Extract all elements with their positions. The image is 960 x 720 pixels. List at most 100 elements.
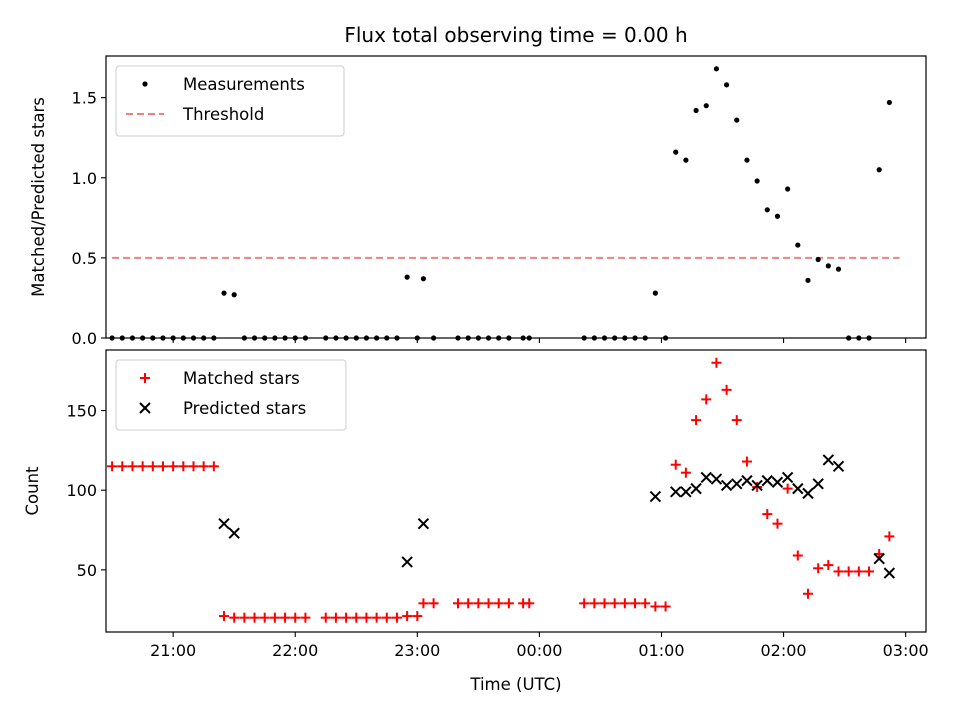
measurement-point	[272, 335, 278, 341]
measurement-point	[485, 335, 492, 341]
measurement-point	[774, 213, 781, 219]
matched-star-point	[589, 598, 600, 609]
matched-star-point	[823, 560, 834, 571]
predicted-star-point	[741, 474, 753, 487]
matched-star-point	[752, 482, 763, 493]
y-tick-label: 150	[66, 402, 97, 421]
measurement-point	[612, 335, 618, 341]
predicted-star-point	[670, 486, 682, 498]
predicted-star-point	[832, 460, 845, 473]
matched-star-point	[290, 612, 301, 623]
measurement-point	[343, 335, 349, 341]
predicted-star-point	[781, 471, 794, 484]
measurement-point	[703, 103, 709, 109]
matched-star-point	[691, 415, 702, 426]
measurement-point	[601, 335, 608, 341]
measurement-point	[632, 335, 638, 341]
matched-star-point	[188, 461, 199, 472]
measurement-point	[673, 149, 679, 155]
x-tick-label: 01:00	[638, 641, 684, 660]
matched-star-point	[219, 611, 230, 622]
matched-star-point	[402, 611, 413, 622]
matched-star-point	[229, 612, 240, 623]
matched-star-point	[619, 598, 630, 609]
axes-frame	[105, 349, 927, 633]
matched-star-point	[884, 531, 895, 542]
measurement-point	[160, 335, 166, 341]
measurement-point	[129, 335, 136, 341]
measurement-point	[496, 335, 502, 341]
measurement-point	[815, 256, 821, 263]
matched-star-point	[579, 598, 590, 609]
measurement-point	[835, 266, 842, 272]
y-tick-label: 1.0	[72, 169, 97, 188]
measurement-point	[282, 335, 288, 341]
measurement-point	[394, 335, 400, 341]
matched-star-point	[660, 601, 671, 612]
measurement-point	[323, 335, 329, 341]
measurement-point	[211, 335, 217, 341]
matched-star-point	[640, 598, 651, 609]
matched-star-point	[453, 598, 464, 609]
matched-star-point	[473, 598, 484, 609]
x-axis-label: Time (UTC)	[469, 675, 561, 694]
matched-star-point	[650, 601, 661, 612]
measurement-point	[109, 335, 115, 341]
measurement-point	[520, 335, 526, 341]
matched-star-point	[168, 461, 179, 472]
x-tick-label: 02:00	[761, 641, 807, 660]
predicted-star-point	[751, 479, 763, 492]
matched-star-point	[178, 461, 189, 472]
matched-star-point	[864, 566, 875, 577]
matched-star-point	[381, 612, 392, 623]
predicted-star-point	[771, 476, 784, 488]
matched-star-point	[782, 483, 793, 494]
predicted-star-point	[690, 482, 702, 495]
matched-star-point	[741, 456, 752, 467]
measurement-point	[201, 335, 207, 341]
predicted-star-point	[822, 454, 835, 466]
matched-star-point	[493, 598, 504, 609]
matched-star-point	[391, 612, 402, 623]
measurement-point	[374, 335, 380, 341]
measurement-point	[785, 186, 791, 192]
matched-star-point	[198, 461, 209, 472]
measurement-point	[455, 335, 461, 341]
predicted-star-point	[228, 527, 240, 539]
x-tick-label: 03:00	[883, 641, 929, 660]
matched-star-point	[874, 548, 885, 559]
predicted-star-point	[812, 478, 824, 490]
legend-label: Predicted stars	[183, 399, 306, 418]
measurement-point	[886, 99, 892, 106]
measurement-point	[642, 335, 648, 341]
legend-frame	[115, 359, 347, 431]
measurement-point	[140, 335, 146, 341]
measurement-point	[526, 335, 532, 341]
matched-star-point	[147, 461, 158, 472]
predicted-star-point	[761, 474, 773, 487]
matched-star-point	[300, 612, 311, 623]
x-tick-label: 21:00	[150, 641, 196, 660]
measurement-point	[170, 335, 176, 341]
measurement-point	[292, 335, 298, 341]
measurement-point	[231, 292, 237, 298]
measurement-point	[180, 335, 186, 341]
measurement-point	[251, 335, 258, 341]
predicted-star-point	[401, 556, 413, 568]
measurement-point	[465, 335, 471, 341]
measurement-point	[475, 335, 481, 341]
y-tick-label: 0.0	[72, 329, 97, 348]
predicted-star-point	[417, 517, 430, 530]
measurement-point	[713, 66, 720, 72]
measurement-point	[846, 335, 852, 341]
matched-star-point	[418, 598, 429, 609]
legend-label: Matched stars	[183, 369, 300, 388]
matched-star-point	[137, 461, 148, 472]
legend-label: Threshold	[182, 105, 264, 124]
matched-star-point	[762, 509, 773, 520]
matched-star-point	[503, 598, 514, 609]
ratio-panel: 0.0 0.5 1.0 1.5 Matched/Predicted stars Measu…	[29, 55, 927, 348]
measurement-point	[353, 335, 359, 341]
measurement-point	[333, 335, 339, 341]
matched-star-point	[731, 415, 742, 426]
